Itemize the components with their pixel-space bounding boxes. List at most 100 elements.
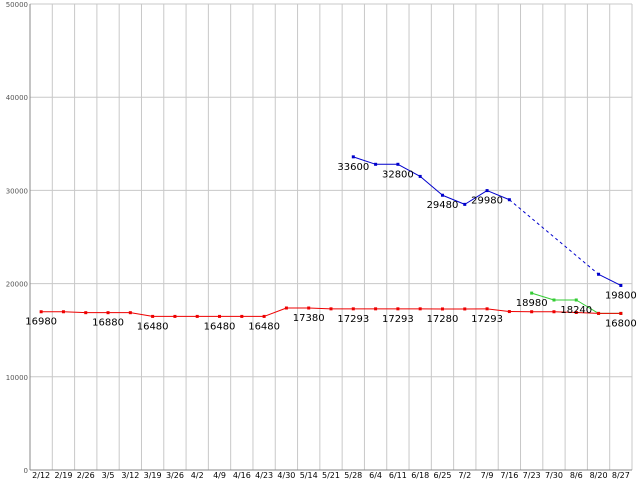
y-tick-label: 10000 [6, 374, 28, 382]
series-segment [308, 307, 332, 310]
x-tick-label: 6/25 [433, 471, 451, 480]
series-segment [531, 292, 555, 301]
y-tick-label: 30000 [6, 187, 28, 195]
data-label: 17293 [471, 314, 503, 325]
data-point [440, 193, 444, 197]
x-tick-label: 3/12 [121, 471, 139, 480]
data-labels: 16980 16880 16480 16480 16480 17380 17293 17293… [25, 162, 637, 333]
y-tick-labels: 0 10000 20000 30000 40000 50000 [6, 1, 28, 475]
series-segment [464, 190, 488, 205]
data-label: 16480 [204, 321, 236, 332]
x-tick-label: 7/16 [500, 471, 518, 480]
data-point [396, 307, 400, 311]
data-point [597, 272, 601, 276]
data-point [396, 162, 400, 166]
data-point [619, 311, 623, 315]
x-tick-label: 4/16 [233, 471, 251, 480]
data-label: 29980 [471, 196, 503, 207]
x-tick-label: 3/19 [144, 471, 162, 480]
data-point [218, 314, 222, 318]
x-tick-label: 4/23 [255, 471, 273, 480]
data-label: 32800 [382, 169, 414, 180]
data-label: 18240 [560, 305, 592, 316]
data-point [574, 310, 578, 314]
x-tick-label: 6/11 [389, 471, 407, 480]
data-point [619, 283, 623, 287]
series-segment [509, 199, 599, 275]
x-tick-labels: 2/12 2/19 2/26 3/5 3/12 3/19 3/26 4/2 4/9 4/16 4/2… [32, 471, 630, 480]
data-point [418, 174, 422, 178]
x-tick-label: 4/9 [213, 471, 226, 480]
data-point [351, 155, 355, 159]
data-label: 16980 [25, 317, 57, 328]
data-point [173, 314, 177, 318]
data-label: 19800 [605, 290, 637, 301]
x-tick-label: 6/4 [369, 471, 382, 480]
x-tick-label: 5/21 [322, 471, 340, 480]
x-tick-label: 5/28 [344, 471, 362, 480]
data-point [440, 307, 444, 311]
series-segment [576, 299, 599, 314]
y-tick-label: 20000 [6, 281, 28, 289]
data-label: 33600 [337, 162, 369, 173]
series-segment [130, 312, 153, 317]
x-tick-label: 6/18 [411, 471, 429, 480]
data-point [61, 310, 65, 314]
data-point [106, 311, 110, 315]
data-point [507, 310, 511, 314]
data-point [307, 306, 311, 310]
data-label: 17280 [427, 314, 459, 325]
x-tick-label: 2/26 [77, 471, 95, 480]
data-label: 16480 [248, 321, 280, 332]
data-point [463, 307, 467, 311]
series-segment [263, 307, 287, 317]
data-point [597, 311, 601, 315]
data-point [240, 314, 244, 318]
series-segment [576, 311, 599, 314]
series-segment [63, 311, 86, 314]
data-point [329, 307, 333, 311]
data-label: 16800 [605, 318, 637, 329]
data-point [530, 310, 534, 314]
data-point [374, 162, 378, 166]
data-point [574, 298, 578, 302]
data-point [128, 311, 132, 315]
data-label: 17380 [293, 313, 325, 324]
x-tick-label: 8/27 [612, 471, 630, 480]
data-point [351, 307, 355, 311]
data-point [418, 307, 422, 311]
series-segment [553, 311, 577, 313]
data-label: 17293 [337, 314, 369, 325]
series-segment [487, 308, 510, 313]
data-label: 16880 [92, 318, 124, 329]
data-point [485, 307, 489, 311]
series-segment [419, 176, 443, 196]
x-tick-label: 4/30 [277, 471, 295, 480]
axes [29, 4, 632, 471]
series-segment [486, 190, 510, 201]
data-point [552, 298, 556, 302]
data-label: 17293 [382, 314, 414, 325]
data-point [151, 314, 155, 318]
data-label: 29480 [427, 200, 459, 211]
grid [29, 3, 633, 471]
data-point [374, 307, 378, 311]
y-tick-label: 0 [24, 467, 28, 475]
data-label: 18980 [516, 298, 548, 309]
data-point [84, 311, 88, 315]
x-tick-label: 4/2 [191, 471, 204, 480]
x-tick-label: 7/30 [545, 471, 563, 480]
series-segment [442, 194, 465, 205]
data-point [485, 189, 489, 193]
x-tick-label: 2/12 [32, 471, 50, 480]
data-point [463, 202, 467, 206]
y-tick-label: 40000 [6, 94, 28, 102]
data-label: 16480 [137, 321, 169, 332]
series-segment [353, 156, 376, 165]
data-point [552, 310, 556, 314]
x-tick-label: 7/9 [481, 471, 494, 480]
x-tick-label: 3/5 [102, 471, 115, 480]
data-point [284, 306, 288, 310]
x-tick-label: 7/23 [523, 471, 541, 480]
